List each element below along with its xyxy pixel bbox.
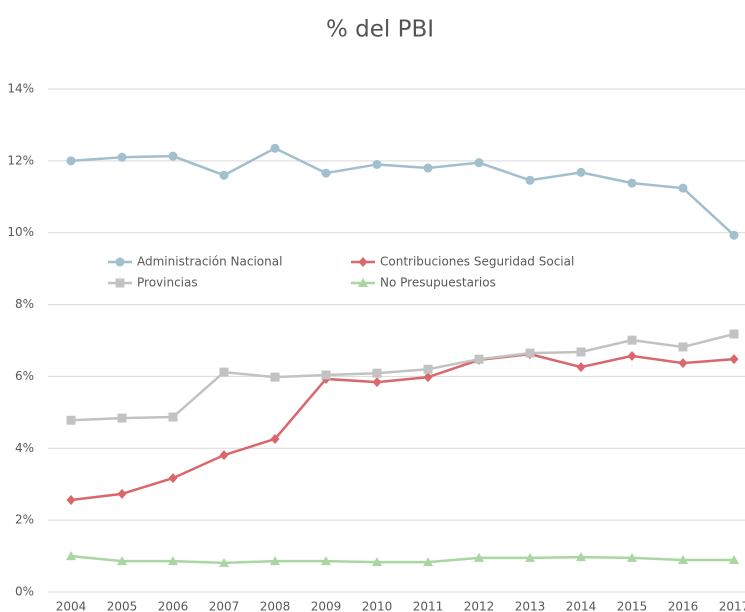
data-point (219, 557, 229, 567)
data-point (627, 335, 637, 345)
data-point (474, 158, 484, 168)
legend-label: Provincias (137, 276, 198, 290)
y-tick-label: 0% (15, 585, 34, 599)
x-tick-label: 2012 (464, 600, 495, 612)
data-point (168, 151, 178, 161)
data-point (525, 175, 535, 185)
data-point (168, 412, 178, 422)
data-point (168, 473, 178, 484)
x-tick-label: 2006 (158, 600, 189, 612)
x-tick-label: 2017 (719, 600, 745, 612)
data-point (219, 170, 229, 180)
data-point (117, 152, 127, 162)
data-point (66, 551, 76, 561)
data-point (66, 415, 76, 425)
data-point (66, 156, 76, 166)
y-tick-label: 10% (7, 225, 34, 239)
series-line (70, 146, 735, 237)
x-tick-label: 2015 (617, 600, 648, 612)
legend-label: Contribuciones Seguridad Social (380, 255, 574, 269)
x-tick-label: 2013 (515, 600, 546, 612)
data-point (372, 368, 382, 378)
data-point (729, 555, 739, 565)
data-point (474, 354, 484, 364)
data-point (66, 495, 76, 506)
data-point (117, 413, 127, 423)
series-line (70, 332, 735, 422)
series-line (70, 554, 734, 565)
y-tick-label: 8% (15, 297, 34, 311)
data-point (372, 159, 382, 169)
data-point (729, 230, 739, 240)
data-point (576, 362, 586, 373)
data-point (372, 557, 382, 567)
x-tick-label: 2014 (566, 600, 597, 612)
data-point (270, 372, 280, 382)
data-point (627, 178, 637, 188)
data-point (627, 350, 637, 361)
data-point (678, 183, 688, 193)
legend-label: Administración Nacional (137, 255, 282, 269)
x-tick-label: 2007 (209, 600, 240, 612)
x-tick-label: 2008 (260, 600, 291, 612)
legend-marker (115, 257, 125, 267)
data-point (168, 556, 178, 566)
data-point (270, 143, 280, 153)
data-point (678, 342, 688, 352)
legend-marker (358, 278, 368, 287)
data-point (525, 552, 535, 562)
data-point (678, 358, 688, 369)
chart-title: % del PBI (326, 17, 434, 43)
data-point (474, 552, 484, 562)
data-point (270, 433, 280, 444)
data-point (117, 556, 127, 566)
x-tick-label: 2011 (413, 600, 444, 612)
data-point (576, 552, 586, 562)
y-tick-label: 12% (7, 153, 34, 167)
data-point (423, 557, 433, 567)
data-point (423, 364, 433, 374)
data-point (321, 556, 331, 566)
x-tick-label: 2004 (56, 600, 87, 612)
data-point (576, 167, 586, 177)
data-point (729, 329, 739, 339)
data-point (219, 450, 229, 461)
data-point (372, 377, 382, 388)
data-point (321, 370, 331, 380)
data-point (576, 347, 586, 357)
y-tick-label: 14% (7, 82, 34, 96)
data-point (627, 552, 637, 562)
legend-label: No Presupuestarios (380, 276, 496, 290)
data-point (678, 555, 688, 565)
y-tick-label: 4% (15, 441, 34, 455)
data-point (219, 367, 229, 377)
data-point (729, 354, 739, 365)
y-tick-label: 6% (15, 369, 34, 383)
data-point (525, 348, 535, 358)
data-point (117, 488, 127, 499)
legend-marker (358, 257, 368, 267)
x-tick-label: 2005 (107, 600, 138, 612)
x-tick-label: 2016 (668, 600, 699, 612)
data-point (270, 556, 280, 566)
x-tick-label: 2009 (311, 600, 342, 612)
legend-marker (115, 278, 125, 288)
data-point (321, 168, 331, 178)
series-line (70, 352, 735, 502)
x-tick-label: 2010 (362, 600, 393, 612)
data-point (423, 163, 433, 173)
y-tick-label: 2% (15, 513, 34, 527)
data-point (423, 372, 433, 383)
